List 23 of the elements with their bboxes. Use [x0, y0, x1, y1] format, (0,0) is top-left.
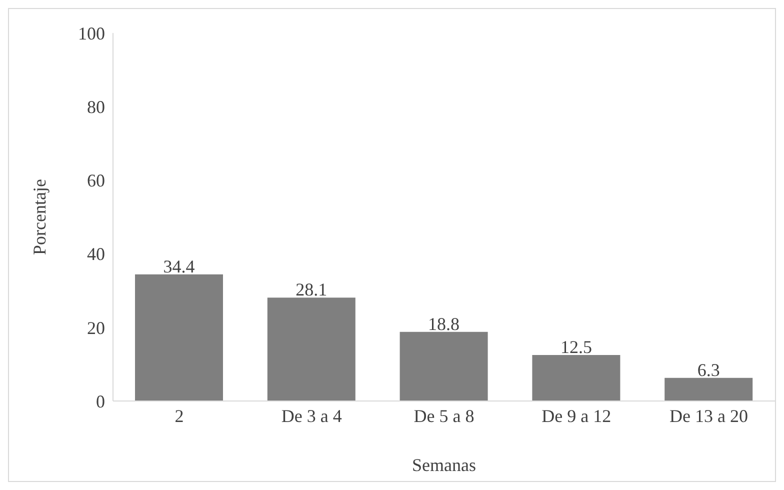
x-tick-label: De 13 a 20 — [670, 406, 748, 426]
bar — [400, 332, 488, 401]
data-label: 18.8 — [428, 314, 460, 334]
y-tick-label: 0 — [96, 391, 105, 412]
y-tick-label: 60 — [87, 170, 105, 191]
data-label: 6.3 — [697, 360, 720, 380]
x-tick-label: De 3 a 4 — [281, 406, 342, 426]
x-axis-title: Semanas — [412, 455, 476, 475]
bar — [135, 274, 223, 401]
x-tick-label: 2 — [174, 406, 184, 426]
bar — [664, 378, 753, 401]
x-tick-label: De 5 a 8 — [414, 406, 474, 426]
y-axis-title: Porcentaje — [29, 179, 50, 255]
data-label: 34.4 — [163, 256, 195, 276]
y-tick-label: 40 — [87, 244, 105, 264]
y-tick-label: 20 — [87, 318, 105, 338]
y-tick-label: 100 — [78, 23, 105, 44]
bar — [532, 355, 620, 401]
data-label: 28.1 — [296, 280, 328, 300]
bar — [267, 298, 356, 401]
x-tick-label: De 9 a 12 — [542, 406, 612, 426]
y-tick-label: 80 — [87, 96, 105, 117]
data-label: 12.5 — [560, 337, 592, 357]
